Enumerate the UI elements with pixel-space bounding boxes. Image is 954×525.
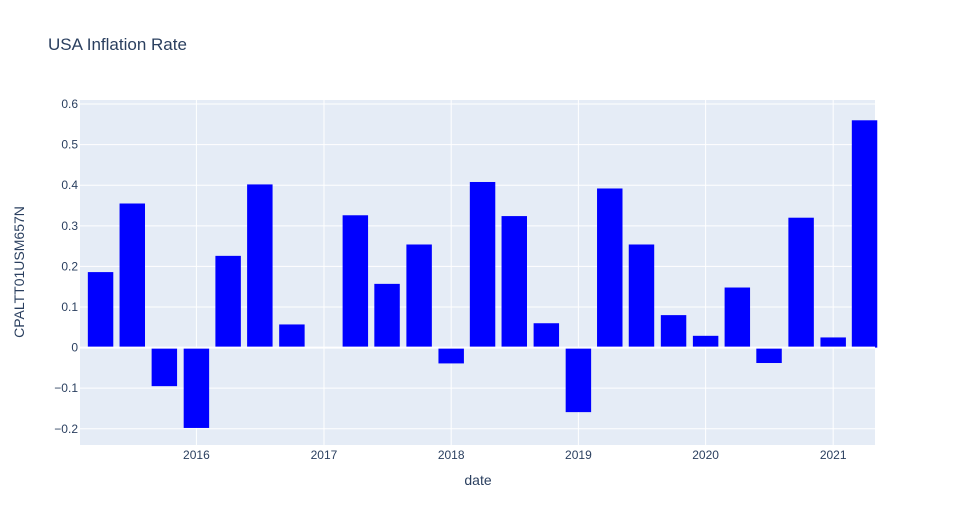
x-tick-label: 2020 [692,448,719,462]
y-tick-label: 0.5 [61,138,78,152]
x-axis-label: date [464,472,491,488]
y-tick-label: −0.2 [54,422,78,436]
bar [438,347,464,364]
bar [215,255,241,348]
bar [724,287,751,348]
x-tick-label: 2021 [820,448,847,462]
bar [565,347,592,413]
y-tick-label: −0.1 [54,381,78,395]
y-tick-label: 0 [71,341,78,355]
bar [87,272,114,348]
bar [183,347,210,428]
x-axis-ticks: 2016 2017 2018 2019 2020 2021 [183,448,847,462]
y-tick-label: 0.2 [61,259,78,273]
y-tick-label: 0.1 [61,300,78,314]
bar [279,324,305,348]
bar [692,335,719,348]
bar [788,217,814,348]
bar [820,337,846,348]
bar [151,347,178,387]
x-tick-label: 2019 [565,448,592,462]
bar [247,184,273,348]
y-tick-label: 0.3 [61,219,78,233]
x-tick-label: 2017 [311,448,338,462]
bar [851,120,878,348]
bar [342,215,369,348]
bar [533,323,560,348]
x-tick-label: 2018 [438,448,465,462]
bar [628,244,655,348]
bar [660,315,687,348]
bar [374,283,400,348]
chart-title: USA Inflation Rate [48,35,187,54]
bar [119,203,146,348]
grid-lines [80,100,875,445]
bar [756,347,782,364]
y-tick-label: 0.6 [61,97,78,111]
bars [87,120,878,428]
y-axis-label: CPALTT01USM657N [11,206,27,338]
y-axis-ticks: −0.2 −0.1 0 0.1 0.2 0.3 0.4 0.5 0.6 [54,97,78,436]
bar [469,181,496,348]
plot-area [80,100,878,445]
x-tick-label: 2016 [183,448,210,462]
y-tick-label: 0.4 [61,178,78,192]
bar [597,188,623,348]
bar [501,216,527,348]
bar [406,244,432,348]
